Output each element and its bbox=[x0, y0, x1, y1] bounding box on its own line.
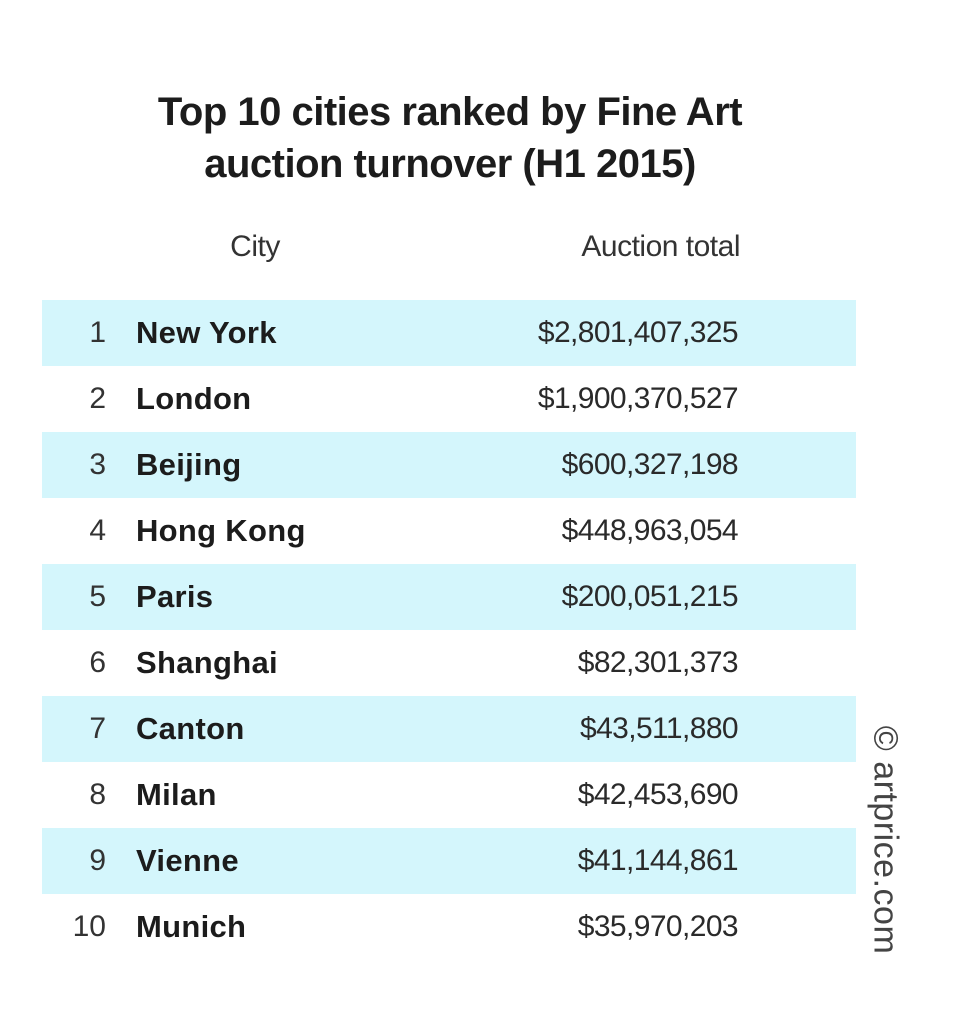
chart-title: Top 10 cities ranked by Fine Art auction… bbox=[0, 86, 900, 190]
rank-cell: 8 bbox=[89, 778, 106, 811]
source-credit: © artprice.com bbox=[866, 725, 905, 955]
city-cell: New York bbox=[136, 315, 277, 350]
city-cell: Canton bbox=[136, 711, 245, 746]
table-row: 6 Shanghai $82,301,373 bbox=[42, 630, 856, 696]
table-row: 3 Beijing $600,327,198 bbox=[42, 432, 856, 498]
rank-cell: 9 bbox=[89, 844, 106, 877]
rank-cell: 2 bbox=[89, 382, 106, 415]
table-row: 5 Paris $200,051,215 bbox=[42, 564, 856, 630]
auction-total-cell: $1,900,370,527 bbox=[537, 382, 739, 415]
auction-total-cell: $43,511,880 bbox=[579, 712, 739, 745]
table-row: 4 Hong Kong $448,963,054 bbox=[42, 498, 856, 564]
auction-total-cell: $35,970,203 bbox=[577, 910, 739, 943]
auction-total-cell: $41,144,861 bbox=[577, 844, 739, 877]
auction-total-cell: $42,453,690 bbox=[577, 778, 739, 811]
auction-total-cell: $2,801,407,325 bbox=[537, 316, 739, 349]
column-header-auction-total: Auction total bbox=[581, 230, 740, 263]
table-row: 1 New York $2,801,407,325 bbox=[42, 300, 856, 366]
city-cell: Milan bbox=[136, 777, 217, 812]
city-cell: Beijing bbox=[136, 447, 242, 482]
ranking-table: 1 New York $2,801,407,325 2 London $1,900,370… bbox=[42, 300, 856, 960]
table-row: 7 Canton $43,511,880 bbox=[42, 696, 856, 762]
auction-total-cell: $82,301,373 bbox=[577, 646, 739, 679]
rank-cell: 3 bbox=[89, 448, 106, 481]
rank-cell: 10 bbox=[72, 910, 106, 943]
table-row: 8 Milan $42,453,690 bbox=[42, 762, 856, 828]
city-cell: Paris bbox=[136, 579, 214, 614]
table-row: 2 London $1,900,370,527 bbox=[42, 366, 856, 432]
column-header-city: City bbox=[230, 230, 280, 263]
chart-title-line-1: Top 10 cities ranked by Fine Art bbox=[157, 90, 743, 134]
table-row: 9 Vienne $41,144,861 bbox=[42, 828, 856, 894]
auction-total-cell: $600,327,198 bbox=[561, 448, 739, 481]
rank-cell: 5 bbox=[89, 580, 106, 613]
rank-cell: 1 bbox=[89, 316, 106, 349]
auction-total-cell: $448,963,054 bbox=[561, 514, 739, 547]
city-cell: London bbox=[136, 381, 252, 416]
auction-total-cell: $200,051,215 bbox=[561, 580, 739, 613]
rank-cell: 7 bbox=[89, 712, 106, 745]
city-cell: Munich bbox=[136, 909, 247, 944]
table-row: 10 Munich $35,970,203 bbox=[42, 894, 856, 960]
city-cell: Vienne bbox=[136, 843, 239, 878]
chart-title-line-2: auction turnover (H1 2015) bbox=[204, 142, 696, 186]
rank-cell: 6 bbox=[89, 646, 106, 679]
city-cell: Shanghai bbox=[136, 645, 278, 680]
rank-cell: 4 bbox=[89, 514, 106, 547]
city-cell: Hong Kong bbox=[136, 513, 306, 548]
